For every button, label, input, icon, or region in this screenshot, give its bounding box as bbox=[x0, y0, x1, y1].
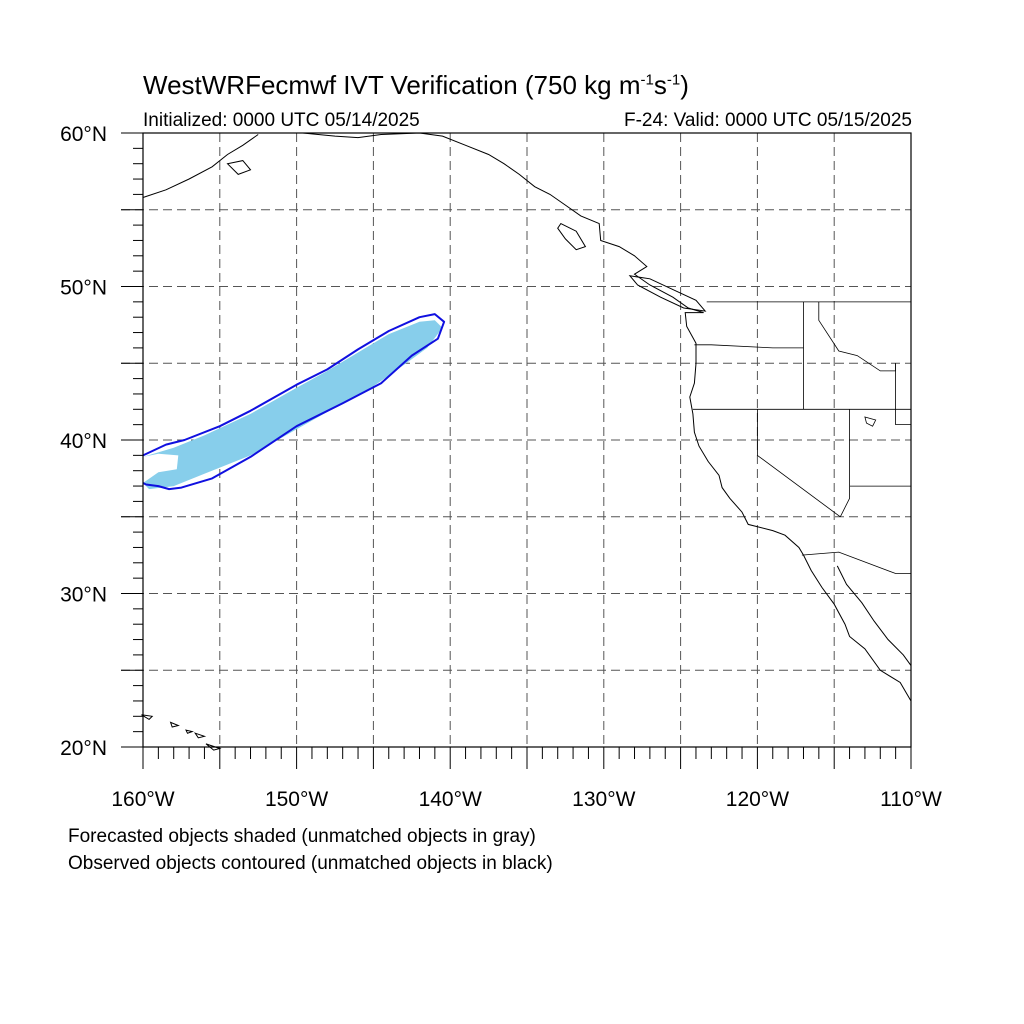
title-text-s: s bbox=[653, 70, 667, 100]
lon-tick-label: 120°W bbox=[726, 788, 789, 811]
lat-tick-label: 20°N bbox=[60, 737, 107, 760]
lat-tick-label: 30°N bbox=[60, 584, 107, 607]
haida-gwaii-island bbox=[557, 222, 587, 251]
lon-tick-label: 150°W bbox=[265, 788, 328, 811]
observed-object-layer bbox=[142, 313, 446, 491]
state-boundary bbox=[694, 344, 804, 349]
state-boundary bbox=[801, 551, 911, 574]
kodiak-island bbox=[226, 160, 252, 175]
grid-lines bbox=[121, 133, 911, 747]
title-text-end: ) bbox=[680, 70, 689, 100]
title-superscript-1: -1 bbox=[640, 71, 654, 89]
lon-tick-label: 110°W bbox=[880, 788, 942, 811]
initialized-label: Initialized: 0000 UTC 05/14/2025 bbox=[143, 110, 420, 131]
observed-object-contour bbox=[142, 313, 446, 491]
lon-tick-label: 140°W bbox=[419, 788, 482, 811]
state-boundary bbox=[839, 409, 850, 517]
lake-outline bbox=[864, 416, 877, 427]
hawaii-island bbox=[185, 729, 194, 734]
hawaii-island bbox=[193, 732, 207, 739]
forecast-object-layer bbox=[143, 320, 443, 490]
gulf-of-california-coast bbox=[836, 565, 912, 666]
footnote-observed: Observed objects contoured (unmatched ob… bbox=[68, 853, 553, 874]
lon-tick-label: 160°W bbox=[111, 788, 174, 811]
state-boundary bbox=[895, 363, 911, 426]
lat-tick-label: 50°N bbox=[60, 277, 107, 300]
title-text: WestWRFecmwf IVT Verification (750 kg m bbox=[143, 70, 641, 100]
coastline-layer bbox=[141, 132, 912, 751]
state-boundary bbox=[757, 409, 841, 518]
footnote-forecast: Forecasted objects shaded (unmatched obj… bbox=[68, 826, 536, 847]
hawaii-island bbox=[141, 714, 154, 721]
axis-labels: 60°N 50°N 40°N 30°N 20°N 160°W 150°W 140°W 130°W… bbox=[60, 123, 942, 811]
alaska-coastline bbox=[142, 134, 259, 198]
title-superscript-2: -1 bbox=[666, 71, 681, 89]
lat-tick-label: 40°N bbox=[60, 430, 107, 453]
hawaii-island bbox=[169, 721, 180, 728]
valid-time-label: F-24: Valid: 0000 UTC 05/15/2025 bbox=[624, 110, 912, 131]
axis-ticks bbox=[121, 132, 912, 769]
state-boundary bbox=[818, 301, 896, 372]
forecast-object-shade bbox=[143, 320, 443, 490]
lon-tick-label: 130°W bbox=[572, 788, 635, 811]
vancouver-island bbox=[628, 275, 707, 312]
chart-title: WestWRFecmwf IVT Verification (750 kg m-… bbox=[143, 70, 689, 101]
west-coast-coastline bbox=[302, 132, 912, 702]
lat-tick-label: 60°N bbox=[60, 123, 107, 146]
